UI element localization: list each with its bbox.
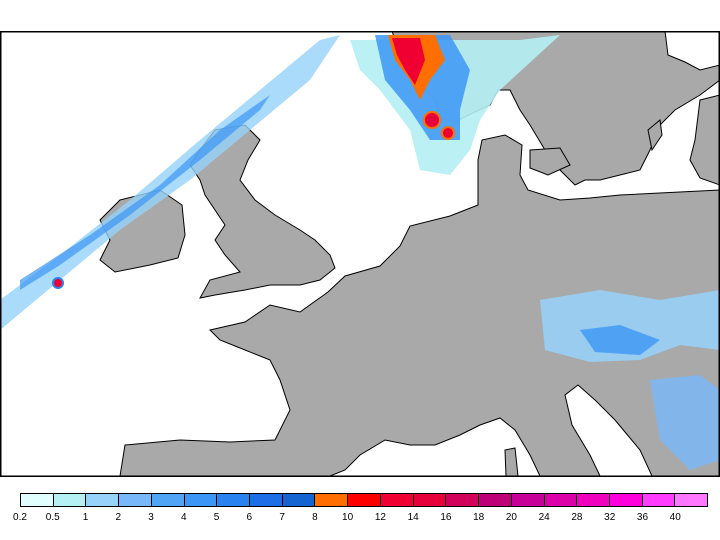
legend-swatch [119, 494, 152, 506]
legend-label: 28 [571, 512, 583, 523]
legend-label: 16 [440, 512, 452, 523]
legend-swatch [53, 494, 87, 506]
legend-swatch [250, 494, 283, 506]
precip-alps-core [580, 325, 660, 355]
great-britain [189, 124, 336, 299]
legend-label: 4 [181, 512, 187, 523]
legend-swatch [348, 494, 381, 506]
legend-labels: 0.2 0.5 1 2 3 4 5 6 7 8 10 12 14 16 18 20 24 28 32 36 40 [0, 512, 720, 526]
legend-swatch [151, 494, 185, 506]
legend-label: 18 [473, 512, 485, 523]
legend-label: 0.5 [45, 512, 60, 523]
precip-norway-red [392, 38, 425, 85]
legend-label: 5 [213, 512, 220, 523]
legend-swatch [413, 494, 447, 506]
legend-label: 12 [374, 512, 386, 523]
continent [119, 134, 720, 477]
legend-swatch [479, 494, 512, 506]
legend-swatch [511, 494, 545, 506]
legend-swatch [315, 494, 349, 506]
finland-baltics [689, 94, 720, 186]
legend-swatch [544, 494, 578, 506]
legend-swatch [675, 494, 708, 506]
legend-swatch [21, 494, 54, 506]
legend-label: 3 [148, 512, 154, 523]
color-legend [20, 493, 708, 507]
precip-balkans [650, 375, 720, 470]
precip-cell [441, 126, 455, 140]
legend-label: 40 [669, 512, 681, 523]
legend-label: 36 [636, 512, 649, 523]
legend-swatch [577, 494, 610, 506]
danish-islands [529, 147, 571, 176]
precip-alps [540, 290, 720, 362]
legend-label: 0.2 [13, 512, 27, 523]
legend-swatch [217, 494, 251, 506]
legend-label: 8 [312, 512, 318, 523]
precipitation-map [0, 31, 720, 477]
legend-label: 24 [538, 512, 550, 523]
legend-swatch [380, 494, 414, 506]
precipitation-areas [0, 35, 720, 470]
land [99, 31, 720, 477]
legend-label: 10 [342, 512, 354, 523]
legend-label: 1 [82, 512, 89, 523]
legend-label: 32 [604, 512, 616, 523]
legend-label: 20 [505, 512, 517, 523]
precip-cell [423, 111, 441, 129]
precip-cell-atlantic [52, 277, 64, 289]
gotland [647, 119, 663, 152]
legend-swatch [642, 494, 676, 506]
legend-label: 6 [246, 512, 253, 523]
legend-swatch [282, 494, 316, 506]
legend-swatch [86, 494, 120, 506]
legend-label: 7 [279, 512, 285, 523]
legend-label: 2 [115, 512, 122, 523]
precip-atlantic-core [20, 95, 270, 290]
legend-swatch [184, 494, 218, 506]
legend-swatch [609, 494, 643, 506]
legend-swatch [446, 494, 480, 506]
legend-label: 14 [407, 512, 419, 523]
